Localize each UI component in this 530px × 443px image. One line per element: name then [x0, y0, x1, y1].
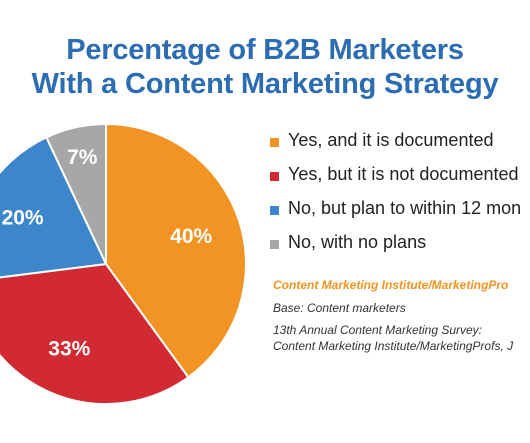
- source-org: Content Marketing Institute/MarketingPro: [273, 278, 509, 292]
- source-base: Base: Content marketers: [273, 301, 406, 315]
- pie-slice-no-plans: [45, 122, 107, 265]
- legend-swatch-documented: [270, 138, 279, 147]
- legend-item-not-documented: Yes, but it is not documented: [270, 162, 530, 196]
- pie-label-plan: 20%: [2, 207, 44, 230]
- legend-label-not-documented: Yes, but it is not documented: [288, 164, 519, 184]
- source-survey-line-2: Content Marketing Institute/MarketingPro…: [273, 339, 514, 353]
- legend-label-no-plans: No, with no plans: [288, 232, 427, 252]
- legend-swatch-no-plans: [270, 240, 279, 249]
- pie-label-no-plans: 7%: [67, 146, 98, 169]
- pie-slice-not-documented: [0, 262, 190, 405]
- legend-swatch-plan: [270, 206, 279, 215]
- source-survey-line-1: 13th Annual Content Marketing Survey:: [273, 323, 483, 337]
- legend: Yes, and it is documented Yes, but it is…: [270, 128, 530, 264]
- legend-label-documented: Yes, and it is documented: [288, 130, 494, 150]
- pie-slice-documented: [105, 122, 247, 379]
- chart-title: Percentage of B2B Marketers With a Conte…: [0, 33, 530, 101]
- legend-item-no-plans: No, with no plans: [270, 230, 530, 264]
- chart-title-line-2: With a Content Marketing Strategy: [31, 68, 499, 100]
- legend-item-plan: No, but plan to within 12 mon: [270, 196, 530, 230]
- legend-label-plan: No, but plan to within 12 mon: [288, 198, 522, 218]
- legend-item-documented: Yes, and it is documented: [270, 128, 530, 162]
- pie-label-not-documented: 33%: [48, 337, 90, 360]
- pie-slice-plan: [0, 135, 108, 279]
- chart-title-line-1: Percentage of B2B Marketers: [66, 34, 464, 66]
- pie-label-documented: 40%: [170, 225, 212, 248]
- legend-swatch-not-documented: [270, 172, 279, 181]
